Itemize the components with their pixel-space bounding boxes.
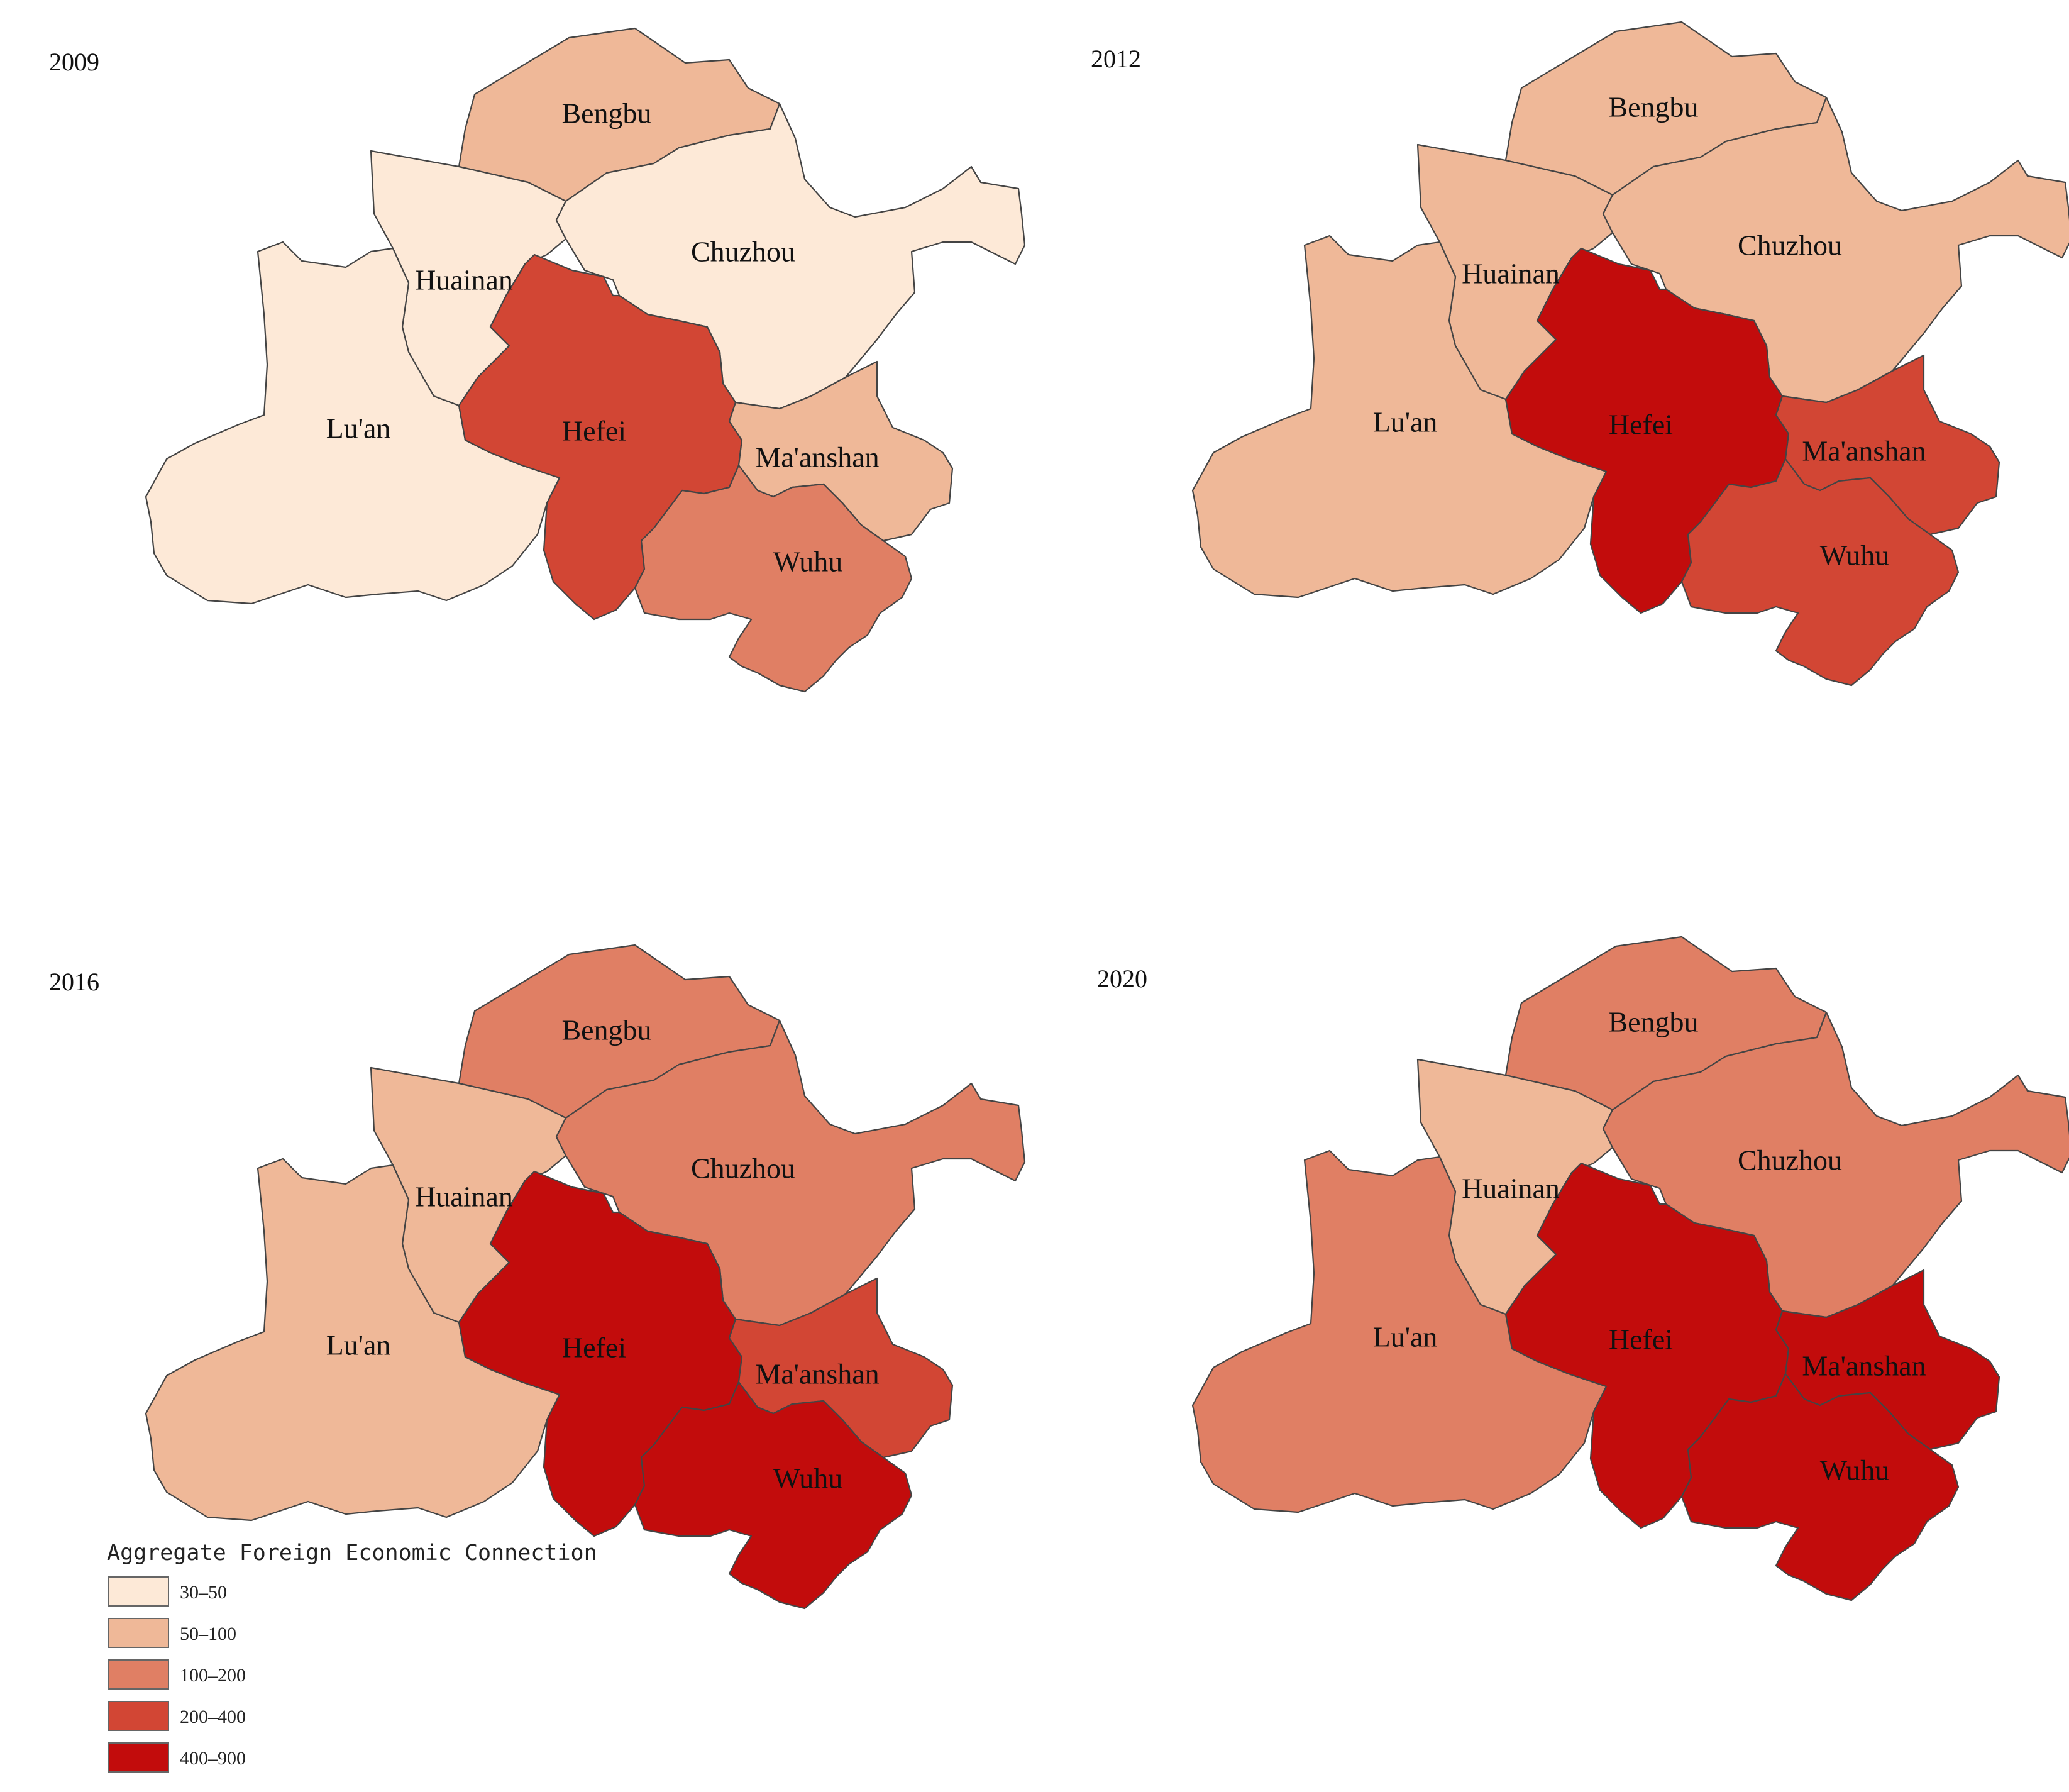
city-label-maanshan: Ma'anshan: [755, 441, 879, 473]
city-label-huainan: Huainan: [415, 264, 513, 296]
city-label-luan: Lu'an: [326, 1329, 391, 1361]
city-label-luan: Lu'an: [1373, 1321, 1438, 1353]
city-label-wuhu: Wuhu: [773, 546, 843, 578]
city-label-chuzhou: Chuzhou: [1738, 1144, 1842, 1176]
city-label-wuhu: Wuhu: [773, 1463, 843, 1495]
region-luan: [145, 1158, 561, 1522]
city-label-maanshan: Ma'anshan: [755, 1358, 879, 1390]
map-panel-2009: 2009 Bengbu Huainan Chuzhou Lu'an Hefei Ma'ans…: [49, 27, 1026, 693]
panel-year-label: 2009: [49, 48, 99, 76]
region-wuhu: [1680, 458, 1960, 687]
city-label-chuzhou: Chuzhou: [691, 1153, 795, 1185]
legend-label: 30–50: [180, 1582, 227, 1603]
city-label-chuzhou: Chuzhou: [1738, 230, 1842, 262]
region-wuhu: [634, 1381, 913, 1610]
panel-year-label: 2016: [49, 968, 99, 996]
legend-swatch: [108, 1659, 169, 1690]
city-label-bengbu: Bengbu: [1608, 91, 1698, 123]
city-label-hefei: Hefei: [562, 415, 626, 447]
legend: Aggregate Foreign Economic Connection 30…: [107, 1540, 597, 1773]
city-label-wuhu: Wuhu: [1820, 1454, 1890, 1486]
city-label-huainan: Huainan: [1462, 258, 1560, 290]
city-label-chuzhou: Chuzhou: [691, 236, 795, 268]
city-label-bengbu: Bengbu: [561, 97, 651, 130]
city-label-luan: Lu'an: [1373, 406, 1438, 438]
city-label-hefei: Hefei: [1609, 1324, 1673, 1356]
city-label-luan: Lu'an: [326, 412, 391, 445]
map-panel-2020: 2020 Bengbu Huainan Chuzhou Lu'an Hefei Ma'ans…: [1097, 936, 2069, 1601]
city-label-bengbu: Bengbu: [561, 1014, 651, 1046]
map-panels: 2009 Bengbu Huainan Chuzhou Lu'an Hefei Ma'ans…: [49, 21, 2069, 1610]
legend-label: 200–400: [180, 1706, 246, 1727]
city-label-maanshan: Ma'anshan: [1802, 1350, 1926, 1382]
region-luan: [145, 241, 561, 605]
city-label-hefei: Hefei: [1609, 409, 1673, 441]
legend-label: 50–100: [180, 1623, 236, 1644]
legend-swatch: [108, 1701, 169, 1731]
region-wuhu: [1680, 1373, 1960, 1601]
city-label-maanshan: Ma'anshan: [1802, 435, 1926, 467]
city-label-huainan: Huainan: [415, 1181, 513, 1213]
region-luan: [1191, 235, 1608, 599]
city-label-hefei: Hefei: [562, 1332, 626, 1364]
city-label-huainan: Huainan: [1462, 1173, 1560, 1205]
panel-year-label: 2012: [1091, 45, 1141, 73]
legend-title: Aggregate Foreign Economic Connection: [107, 1540, 597, 1566]
map-panel-2012: 2012 Bengbu Huainan Chuzhou Lu'an Hefei Ma'ans…: [1091, 21, 2069, 687]
city-label-bengbu: Bengbu: [1608, 1006, 1698, 1038]
region-wuhu: [634, 464, 913, 693]
legend-swatch: [108, 1576, 169, 1607]
map-panel-2016: 2016 Bengbu Huainan Chuzhou Lu'an Hefei Ma'ans…: [49, 944, 1026, 1610]
panel-year-label: 2020: [1097, 965, 1147, 993]
region-luan: [1191, 1149, 1608, 1513]
legend-label: 100–200: [180, 1665, 246, 1686]
legend-swatch: [108, 1618, 169, 1648]
legend-swatch: [108, 1742, 169, 1773]
city-label-wuhu: Wuhu: [1820, 539, 1890, 572]
legend-label: 400–900: [180, 1748, 246, 1769]
